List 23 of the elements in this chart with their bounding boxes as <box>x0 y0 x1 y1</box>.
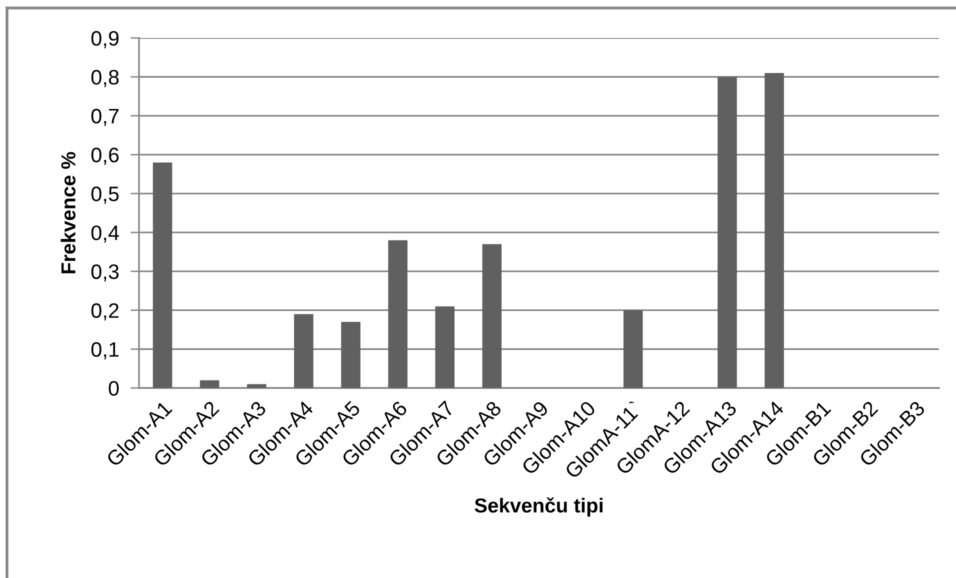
bar <box>482 244 502 388</box>
bar <box>294 314 314 388</box>
y-tick-label: 0,9 <box>91 31 119 48</box>
bar <box>764 73 784 388</box>
bar <box>718 76 737 388</box>
bar <box>435 306 455 388</box>
y-axis-title: Frekvence % <box>60 152 76 274</box>
bar <box>247 384 266 388</box>
y-tick-label: 0,7 <box>91 108 119 126</box>
bar <box>341 322 360 388</box>
y-tick-label: 0,6 <box>91 148 119 165</box>
bar <box>200 380 220 388</box>
y-tick-label: 0,1 <box>91 342 119 360</box>
x-axis-title: Sekvenču tipi <box>474 497 602 517</box>
y-tick-label: 0,4 <box>91 225 119 243</box>
y-tick-label: 0,8 <box>91 70 119 88</box>
bar <box>388 240 408 388</box>
y-tick-label: 0,5 <box>91 186 119 204</box>
bar <box>623 310 643 388</box>
y-tick-label: 0 <box>108 381 119 396</box>
bar <box>152 162 172 388</box>
y-tick-label: 0,3 <box>91 264 119 282</box>
y-tick-label: 0,2 <box>91 303 119 320</box>
